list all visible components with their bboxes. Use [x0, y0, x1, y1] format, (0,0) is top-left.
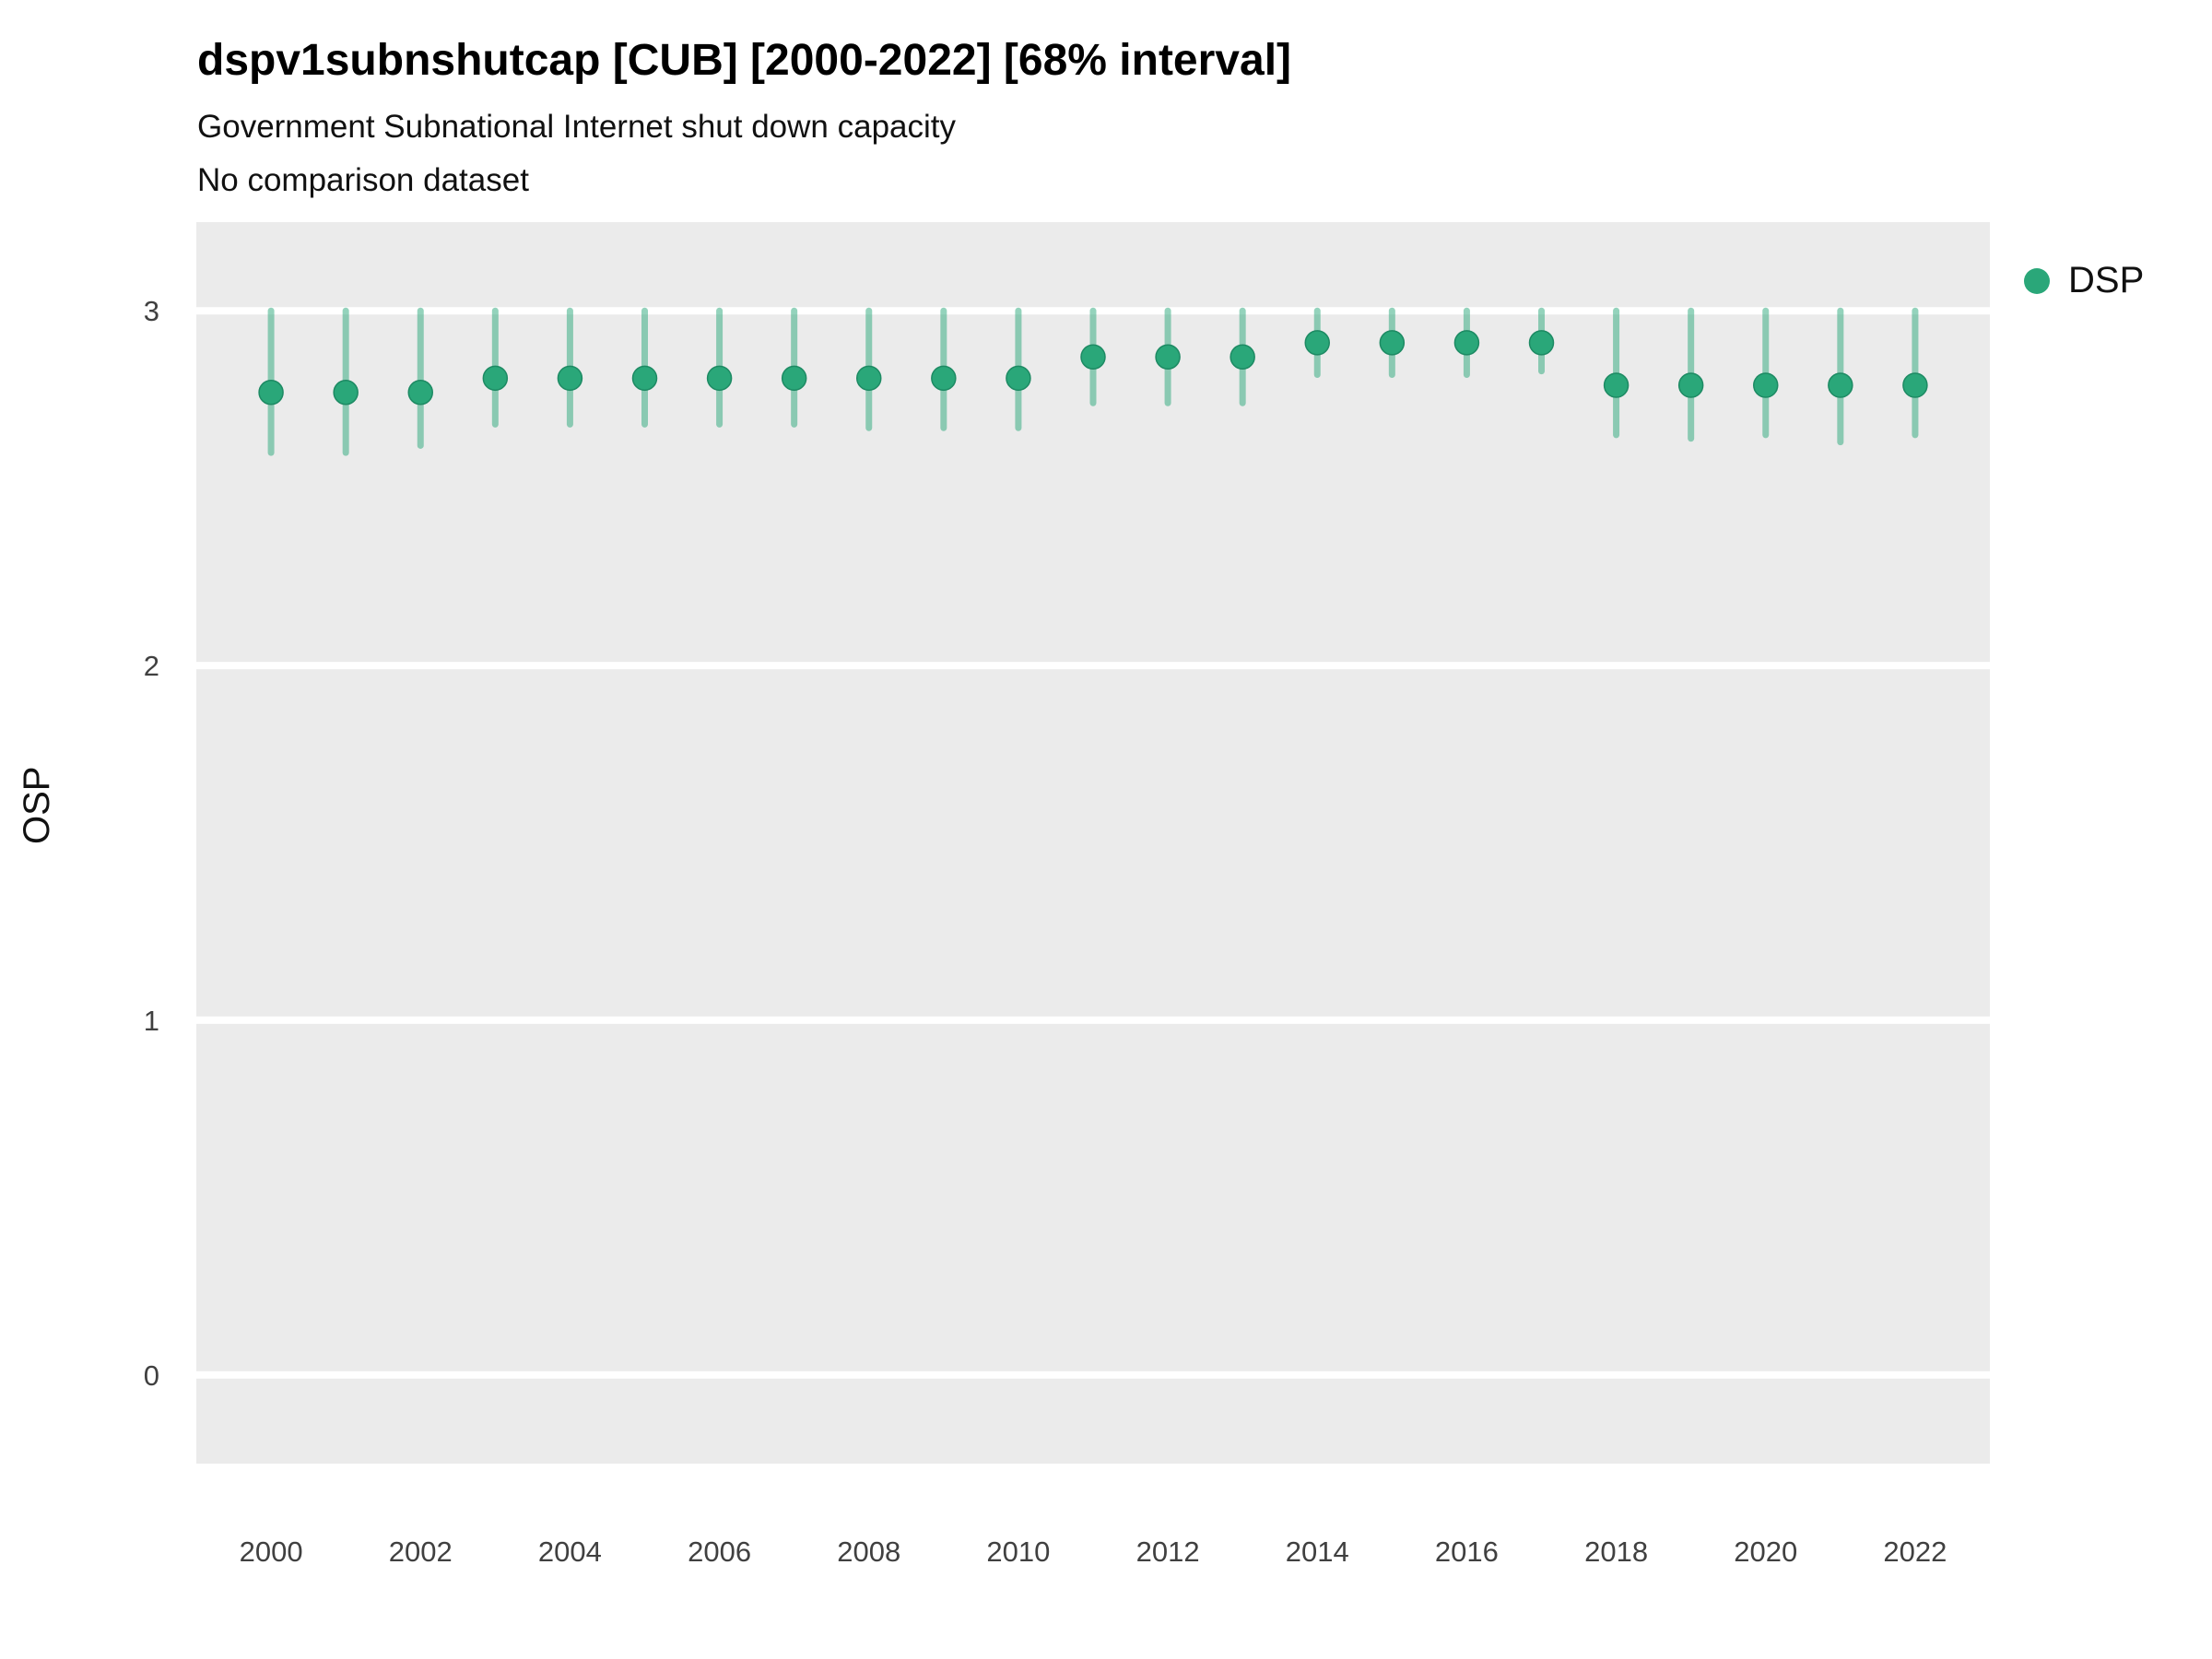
x-tick-label: 2010: [986, 1535, 1050, 1568]
x-tick-label: 2014: [1286, 1535, 1349, 1568]
data-point: [1006, 365, 1031, 392]
y-tick-label: 3: [144, 295, 159, 327]
data-point: [407, 379, 433, 406]
data-point: [1453, 330, 1480, 356]
data-point: [1603, 372, 1630, 398]
data-point: [931, 365, 957, 392]
x-tick-label: 2002: [389, 1535, 453, 1568]
x-tick-label: 2006: [688, 1535, 751, 1568]
data-point: [1230, 344, 1255, 370]
plot-background: [196, 222, 1990, 1464]
y-tick-label: 0: [144, 1359, 159, 1392]
data-point: [1902, 372, 1928, 398]
data-point: [1080, 344, 1106, 370]
data-point: [258, 379, 284, 406]
chart-title: dspv1subnshutcap [CUB] [2000-2022] [68% …: [197, 36, 1292, 85]
data-point: [1304, 330, 1330, 356]
x-tick-label: 2022: [1883, 1535, 1947, 1568]
data-point: [781, 365, 807, 392]
chart-subtitle: Government Subnational Internet shut dow…: [197, 109, 956, 145]
data-point: [1155, 344, 1181, 370]
chart-note: No comparison dataset: [197, 162, 529, 198]
y-tick-label: 1: [144, 1005, 159, 1037]
data-point: [856, 365, 882, 392]
legend-marker-dot: [2024, 267, 2050, 294]
data-point: [1379, 330, 1406, 356]
legend-label: DSP: [2068, 260, 2145, 300]
x-tick-label: 2016: [1435, 1535, 1499, 1568]
x-tick-label: 2000: [240, 1535, 303, 1568]
data-point: [631, 365, 658, 392]
x-tick-label: 2008: [837, 1535, 900, 1568]
data-point: [1528, 330, 1555, 356]
data-point: [1753, 372, 1779, 398]
y-tick-label: 2: [144, 650, 159, 682]
data-point: [333, 379, 359, 406]
data-point: [1677, 372, 1704, 398]
x-tick-label: 2004: [538, 1535, 602, 1568]
data-point: [706, 365, 733, 392]
x-tick-label: 2018: [1584, 1535, 1648, 1568]
data-point: [557, 365, 583, 392]
x-tick-label: 2020: [1734, 1535, 1797, 1568]
data-point: [1828, 372, 1853, 398]
legend: DSP: [2024, 260, 2144, 301]
data-point: [482, 365, 509, 392]
x-tick-label: 2012: [1136, 1535, 1200, 1568]
